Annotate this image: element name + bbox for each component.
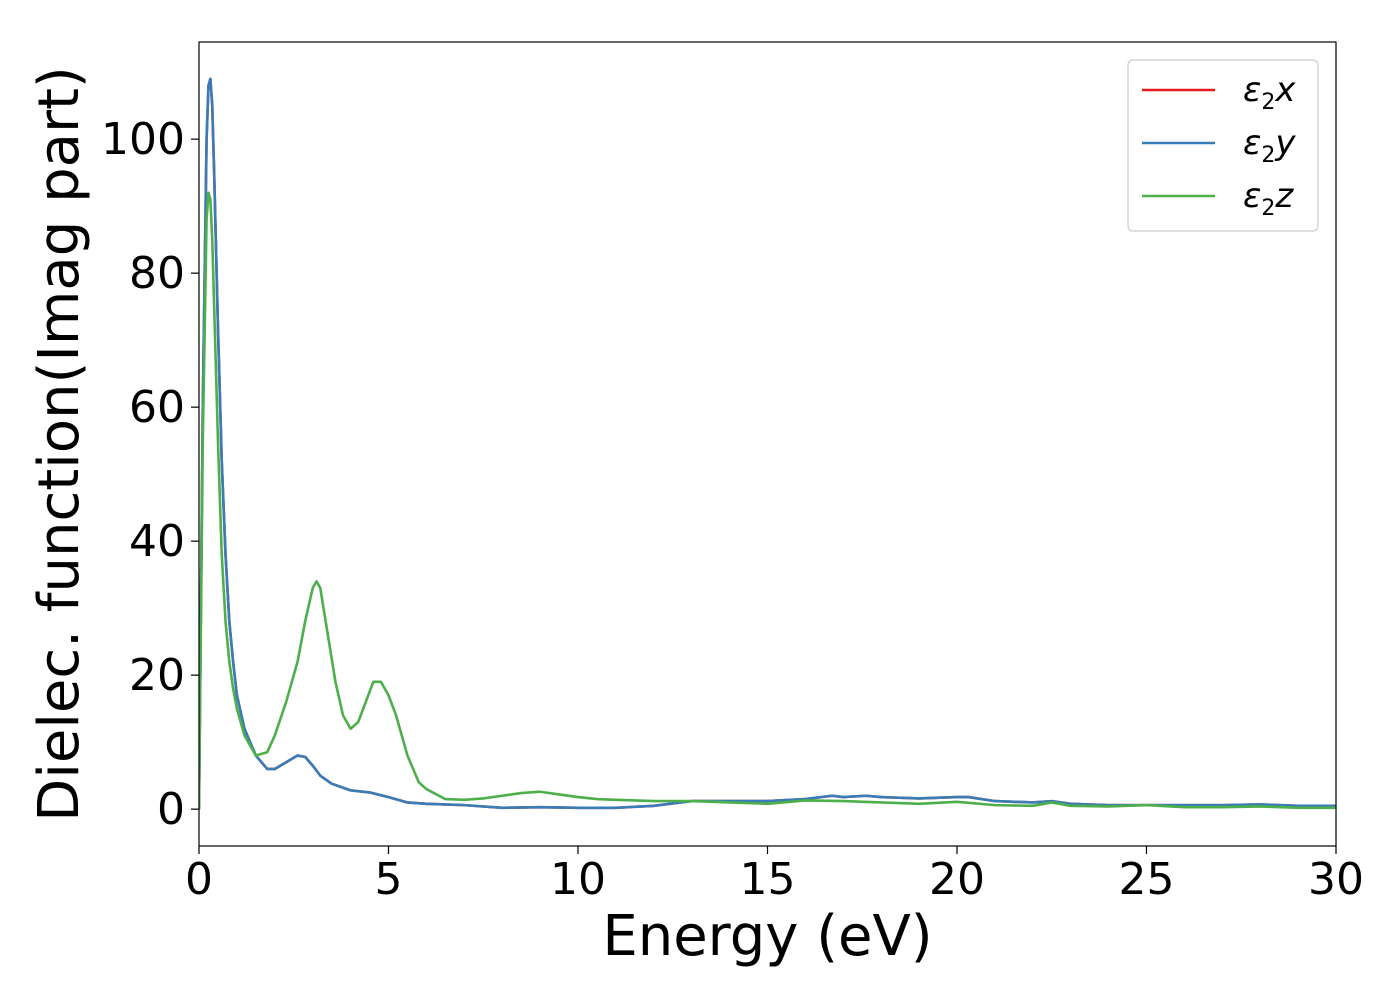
x-tick-label: 10 — [550, 854, 606, 905]
legend-box — [1127, 59, 1319, 232]
y-tick-label: 0 — [157, 784, 185, 835]
x-axis-ticks: 0 5 10 15 20 25 30 — [185, 846, 1364, 905]
y-tick-label: 20 — [129, 650, 185, 701]
y-tick-label: 100 — [101, 114, 185, 165]
y-axis-ticks: 0 20 40 60 80 100 — [101, 114, 199, 835]
x-tick-label: 15 — [740, 854, 796, 905]
y-tick-label: 60 — [129, 382, 185, 433]
x-tick-label: 30 — [1308, 854, 1364, 905]
legend-entry-y: ε2y — [1243, 123, 1296, 168]
legend-entry-z: ε2z — [1243, 176, 1294, 221]
series-layer — [199, 77, 1336, 810]
x-tick-label: 5 — [375, 854, 403, 905]
x-tick-label: 25 — [1119, 854, 1175, 905]
series-line-z — [199, 191, 1336, 810]
x-tick-label: 20 — [929, 854, 985, 905]
y-axis-label: Dielec. function(Imag part) — [27, 66, 92, 822]
series-line-y — [199, 77, 1336, 810]
legend: ε2x ε2y ε2z — [1127, 59, 1319, 232]
x-axis-label: Energy (eV) — [602, 904, 932, 969]
y-tick-label: 40 — [129, 516, 185, 567]
y-tick-label: 80 — [129, 248, 185, 299]
legend-entry-x: ε2x — [1243, 70, 1296, 115]
x-tick-label: 0 — [185, 854, 213, 905]
